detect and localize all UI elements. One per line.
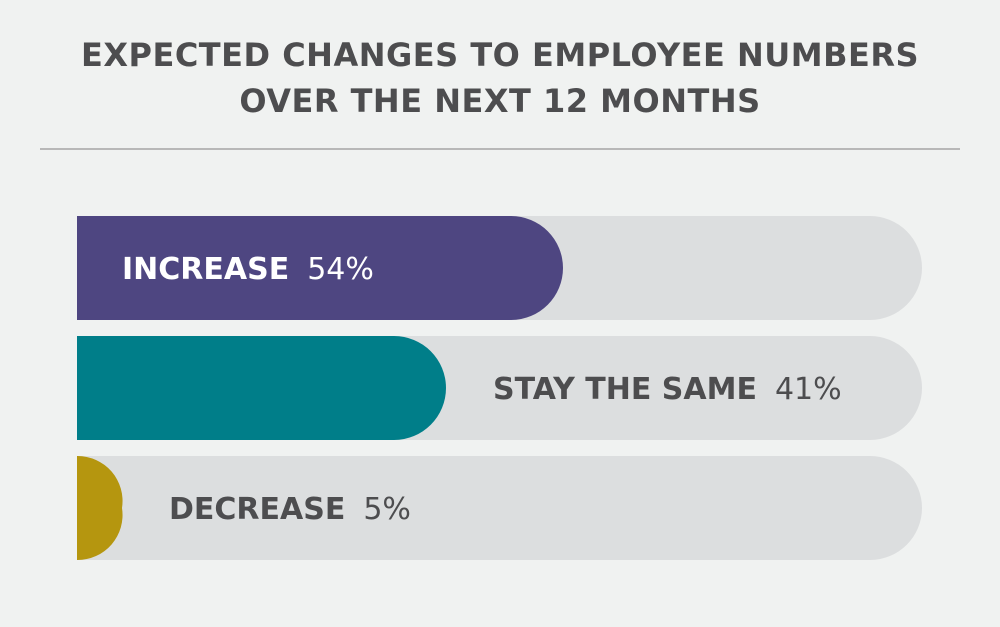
chart-title-line-2: OVER THE NEXT 12 MONTHS xyxy=(239,82,761,120)
bar-row-decrease: DECREASE 5% xyxy=(77,455,922,561)
bar-label: STAY THE SAME 41% xyxy=(493,372,842,407)
bar-row-stay-the-same: STAY THE SAME 41% xyxy=(77,336,922,440)
category-label: STAY THE SAME xyxy=(493,372,757,407)
bar xyxy=(77,455,123,561)
bar-label: DECREASE 5% xyxy=(169,492,411,527)
bar xyxy=(77,336,446,440)
value-label: 41% xyxy=(775,372,842,407)
title-divider xyxy=(40,148,960,150)
chart-title-line-1: EXPECTED CHANGES TO EMPLOYEE NUMBERS xyxy=(80,36,920,74)
value-label: 5% xyxy=(363,492,411,527)
bar-row-increase: INCREASE 54% xyxy=(77,216,922,320)
category-label: DECREASE xyxy=(169,492,345,527)
value-label: 54% xyxy=(307,252,374,287)
bar xyxy=(77,216,563,320)
category-label: INCREASE xyxy=(122,252,289,287)
chart-title: EXPECTED CHANGES TO EMPLOYEE NUMBERS OVE… xyxy=(0,32,1000,124)
bar-label: INCREASE 54% xyxy=(122,252,374,287)
bar-track xyxy=(77,456,922,560)
